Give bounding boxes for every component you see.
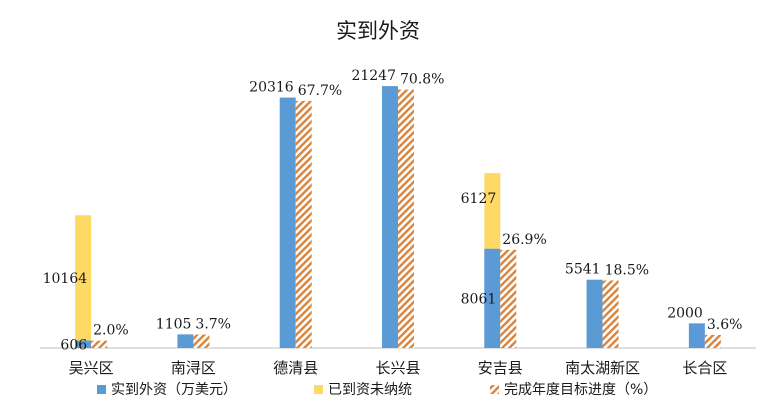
amount-label: 2000 <box>667 305 703 321</box>
labels-layer: 吴兴区 2.0% 606 10164 南浔区 3.7%1105 德清县 67.7%20316 长… <box>43 68 743 377</box>
chart-title: 实到外资 <box>336 19 420 43</box>
progress-label: 3.6% <box>707 317 743 333</box>
category-label: 德清县 <box>273 359 318 377</box>
progress-bar <box>704 334 721 348</box>
category-label: 南太湖新区 <box>565 359 640 377</box>
progress-label: 18.5% <box>605 262 649 278</box>
amount-bar <box>177 334 194 348</box>
progress-bar <box>295 100 312 349</box>
unreported-label: 10164 <box>43 271 88 287</box>
amount-label: 5541 <box>565 262 601 278</box>
amount-label: 21247 <box>351 68 396 84</box>
amount-label: 1105 <box>156 316 192 332</box>
amount-label: 20316 <box>249 80 294 96</box>
progress-label: 3.7% <box>195 316 231 332</box>
amount-bar <box>279 97 296 348</box>
progress-label: 70.8% <box>400 72 444 88</box>
unreported-bar <box>484 173 501 249</box>
progress-bar <box>91 340 108 348</box>
category-label: 吴兴区 <box>69 359 114 377</box>
amount-label: 606 <box>60 337 87 353</box>
legend-swatch <box>97 385 106 394</box>
bars-layer <box>75 86 721 349</box>
amount-bar <box>688 323 705 348</box>
amount-bar <box>586 279 603 348</box>
legend: 实到外资（万美元） 已到资未纳统 完成年度目标进度（%） <box>97 382 657 398</box>
unreported-bar <box>75 215 92 341</box>
amount-label: 8061 <box>461 291 497 307</box>
progress-label: 2.0% <box>93 323 129 339</box>
category-label: 南浔区 <box>171 359 216 377</box>
legend-label: 实到外资（万美元） <box>111 382 237 398</box>
legend-label: 完成年度目标进度（%） <box>504 382 657 398</box>
progress-bar <box>602 280 619 348</box>
legend-swatch <box>314 385 323 394</box>
category-label: 安吉县 <box>478 359 523 377</box>
progress-label: 67.7% <box>298 83 342 99</box>
progress-bar <box>193 334 210 348</box>
amount-bar <box>382 86 398 348</box>
category-label: 长兴县 <box>375 359 420 377</box>
progress-bar <box>398 89 414 348</box>
amount-bar <box>75 340 92 348</box>
legend-label: 已到资未纳统 <box>328 382 412 398</box>
legend-swatch <box>490 385 499 394</box>
progress-bar <box>500 249 517 348</box>
amount-bar <box>484 248 501 348</box>
progress-label: 26.9% <box>502 232 546 248</box>
unreported-label: 6127 <box>461 191 497 207</box>
category-label: 长合区 <box>682 359 727 377</box>
